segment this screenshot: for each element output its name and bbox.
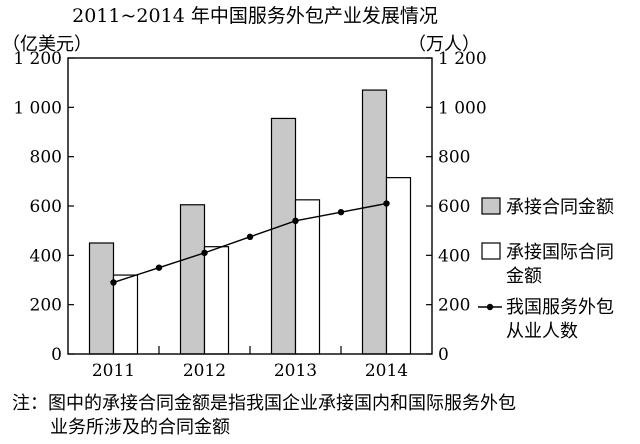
x-tick-label-2013: 2013 [274, 361, 317, 381]
footnote-line-2: 业务所涉及的合同金额 [50, 417, 230, 438]
left-y-tick-label: 800 [30, 148, 62, 168]
x-tick-label-2011: 2011 [92, 361, 135, 381]
line-point-2013 [292, 217, 299, 224]
legend-label-employment-1: 我国服务外包 [506, 297, 614, 318]
chart-title: 2011~2014 年中国服务外包产业发展情况 [72, 5, 438, 27]
bar-contract-2012 [179, 204, 206, 355]
plot-area: 0 0 200 200 400 400 600 600 800 800 1 000 1 000 1 20… [13, 49, 486, 381]
left-axis-unit-label: （亿美元） [2, 34, 92, 55]
left-y-tick-label: 600 [30, 197, 62, 217]
right-y-tick-label: 400 [438, 246, 470, 266]
legend-label-contract: 承接合同金额 [506, 197, 614, 218]
right-y-tick-label: 0 [438, 345, 449, 365]
bar-contract-2013 [270, 117, 297, 355]
bar-contract-2014 [361, 89, 388, 355]
footnote: 注：图中的承接合同金额是指我国企业承接国内和国际服务外包 业务所涉及的合同金额 [12, 392, 632, 440]
legend-label-intl-contract-2: 金额 [506, 266, 542, 287]
line-point-2014 [383, 200, 390, 207]
line-employment [113, 202, 387, 284]
line-point-2013.5 [337, 208, 345, 216]
bar-intl-contract-2013 [294, 199, 321, 355]
x-tick-label-2012: 2012 [183, 361, 226, 381]
line-point-2012 [201, 249, 208, 257]
bar-intl-contract-2012 [203, 246, 230, 355]
left-y-tick-label: 0 [51, 345, 62, 365]
right-y-tick-label: 600 [438, 197, 470, 217]
line-point-2011.5 [155, 264, 163, 271]
right-y-tick-label: 800 [438, 148, 470, 168]
right-axis-unit-label: （万人） [408, 34, 480, 55]
right-y-tick-label: 1 200 [438, 49, 487, 69]
bar-intl-contract-2011 [112, 274, 139, 355]
left-y-tick-label: 400 [30, 246, 62, 266]
footnote-line-1: 注：图中的承接合同金额是指我国企业承接国内和国际服务外包 [12, 393, 516, 414]
x-tick-label-2014: 2014 [365, 361, 408, 381]
left-y-tick-label: 200 [30, 296, 62, 316]
legend-label-intl-contract-1: 承接国际合同 [506, 242, 614, 263]
chart: 2011~2014 年中国服务外包产业发展情况 （亿美元） （万人） 0 0 200… [2, 5, 614, 381]
left-y-tick-label: 1 000 [13, 98, 62, 118]
legend-swatch-contract [481, 197, 501, 215]
bar-intl-contract-2014 [385, 177, 412, 355]
right-y-tick-label: 1 000 [438, 98, 487, 118]
legend-swatch-intl-contract [481, 242, 501, 260]
legend-label-employment-2: 从业人数 [506, 321, 578, 342]
bar-contract-2011 [88, 242, 115, 355]
right-y-tick-label: 200 [438, 296, 470, 316]
left-y-tick-label: 1 200 [13, 49, 62, 69]
line-point-2012.5 [246, 233, 254, 241]
legend-marker-employment [486, 303, 494, 311]
line-point-2011 [110, 279, 117, 286]
